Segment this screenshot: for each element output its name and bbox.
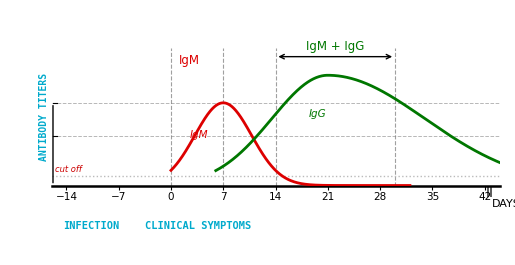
Text: IgG: IgG bbox=[309, 109, 327, 119]
Text: IgM + IgG: IgM + IgG bbox=[306, 40, 365, 53]
Text: IgM: IgM bbox=[190, 130, 208, 139]
Y-axis label: ANTIBODY TITERS: ANTIBODY TITERS bbox=[39, 73, 49, 161]
Text: IgM: IgM bbox=[179, 54, 200, 67]
Text: cut off: cut off bbox=[55, 165, 82, 174]
Text: INFECTION: INFECTION bbox=[63, 221, 119, 231]
Text: CLINICAL SYMPTOMS: CLINICAL SYMPTOMS bbox=[145, 221, 251, 231]
Text: DAYS: DAYS bbox=[492, 198, 515, 209]
Text: ||: || bbox=[486, 186, 494, 197]
